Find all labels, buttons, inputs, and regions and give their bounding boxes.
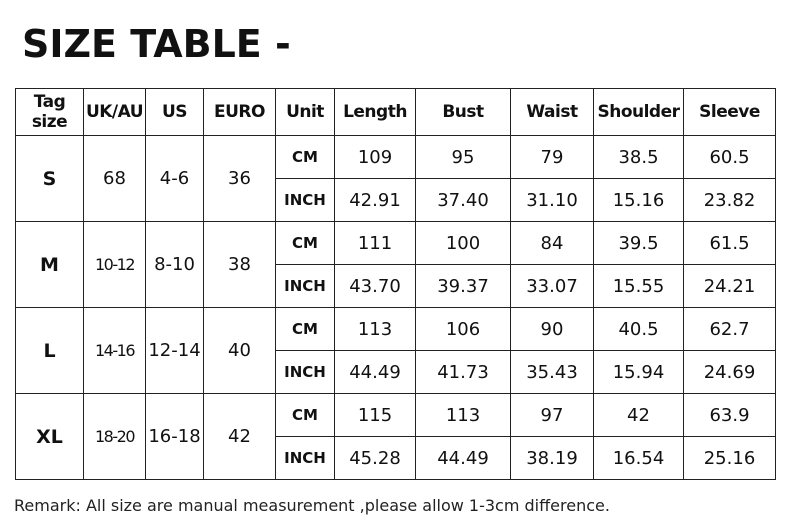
- table-cell: 16-18: [145, 393, 204, 480]
- table-cell: 14-16: [83, 307, 146, 394]
- table-cell: 24.21: [683, 264, 776, 308]
- table-cell: 43.70: [334, 264, 416, 308]
- column-header: Waist: [510, 88, 594, 136]
- column-header: Sleeve: [683, 88, 776, 136]
- table-cell: 38: [203, 221, 276, 308]
- table-cell: 60.5: [683, 135, 776, 179]
- table-cell: 25.16: [683, 436, 776, 480]
- table-cell: 106: [415, 307, 511, 351]
- column-header: US: [145, 88, 204, 136]
- table-row: INCH 42.91 37.40 31.10 15.16 23.82: [16, 178, 776, 222]
- column-header: UK/AU: [83, 88, 146, 136]
- size-table: Tag size UK/AU US EURO Unit Length Bust Waist Sh…: [15, 88, 776, 480]
- table-cell: 18-20: [83, 393, 146, 480]
- table-cell: L: [15, 307, 84, 394]
- table-cell: 62.7: [683, 307, 776, 351]
- table-cell: 109: [334, 135, 416, 179]
- table-cell: 95: [415, 135, 511, 179]
- table-cell: 4-6: [145, 135, 204, 222]
- table-cell: 100: [415, 221, 511, 265]
- table-cell: 113: [334, 307, 416, 351]
- table-cell: CM: [275, 135, 335, 179]
- table-cell: XL: [15, 393, 84, 480]
- column-header: Length: [334, 88, 416, 136]
- table-row: S 68 4-6 36 CM 109 95 79 38.5 60.5: [15, 135, 776, 222]
- table-row: INCH 44.49 41.73 35.43 15.94 24.69: [16, 350, 776, 394]
- table-cell: 16.54: [593, 436, 684, 480]
- column-header: Bust: [415, 88, 511, 136]
- table-row: L 14-16 12-14 40 CM 113 106 90 40.5 62.7: [15, 307, 776, 394]
- table-cell: S: [15, 135, 84, 222]
- table-cell: M: [15, 221, 84, 308]
- header-row: Tag size UK/AU US EURO Unit Length Bust Waist Sh…: [15, 88, 776, 136]
- table-cell: 63.9: [683, 393, 776, 437]
- table-cell: 36: [203, 135, 276, 222]
- table-cell: 115: [334, 393, 416, 437]
- table-cell: CM: [275, 393, 335, 437]
- table-cell: 40: [203, 307, 276, 394]
- table-cell: 15.94: [593, 350, 684, 394]
- table-cell: 44.49: [334, 350, 416, 394]
- table-cell: 15.16: [593, 178, 684, 222]
- table-cell: INCH: [275, 350, 335, 394]
- table-cell: 31.10: [510, 178, 594, 222]
- table-cell: 10-12: [83, 221, 146, 308]
- column-header: Tag size: [15, 88, 84, 136]
- table-cell: INCH: [275, 178, 335, 222]
- remark-text: Remark: All size are manual measurement …: [14, 496, 610, 515]
- table-cell: 8-10: [145, 221, 204, 308]
- table-cell: 90: [510, 307, 594, 351]
- table-cell: CM: [275, 307, 335, 351]
- table-cell: 40.5: [593, 307, 684, 351]
- table-row: INCH 43.70 39.37 33.07 15.55 24.21: [16, 264, 776, 308]
- table-cell: 113: [415, 393, 511, 437]
- table-cell: 45.28: [334, 436, 416, 480]
- table-cell: CM: [275, 221, 335, 265]
- table-cell: 38.5: [593, 135, 684, 179]
- table-cell: 24.69: [683, 350, 776, 394]
- table-row: M 10-12 8-10 38 CM 111 100 84 39.5 61.5: [15, 221, 776, 308]
- page-title: SIZE TABLE -: [22, 22, 291, 66]
- table-cell: 39.5: [593, 221, 684, 265]
- table-cell: 41.73: [415, 350, 511, 394]
- column-header: Unit: [275, 88, 335, 136]
- table-row: INCH 45.28 44.49 38.19 16.54 25.16: [16, 436, 776, 480]
- table-cell: 37.40: [415, 178, 511, 222]
- table-cell: 39.37: [415, 264, 511, 308]
- column-header: EURO: [203, 88, 276, 136]
- column-header: Shoulder: [593, 88, 684, 136]
- table-cell: 84: [510, 221, 594, 265]
- table-cell: 12-14: [145, 307, 204, 394]
- table-cell: 79: [510, 135, 594, 179]
- table-cell: 44.49: [415, 436, 511, 480]
- table-cell: 97: [510, 393, 594, 437]
- table-row: XL 18-20 16-18 42 CM 115 113 97 42 63.9: [15, 393, 776, 480]
- table-cell: INCH: [275, 264, 335, 308]
- table-cell: 42: [593, 393, 684, 437]
- table-cell: 111: [334, 221, 416, 265]
- table-cell: 68: [83, 135, 146, 222]
- table-cell: 38.19: [510, 436, 594, 480]
- table-cell: 33.07: [510, 264, 594, 308]
- table-cell: 23.82: [683, 178, 776, 222]
- table-cell: 15.55: [593, 264, 684, 308]
- table-cell: 61.5: [683, 221, 776, 265]
- table-cell: 42.91: [334, 178, 416, 222]
- table-cell: 35.43: [510, 350, 594, 394]
- table-cell: 42: [203, 393, 276, 480]
- table-cell: INCH: [275, 436, 335, 480]
